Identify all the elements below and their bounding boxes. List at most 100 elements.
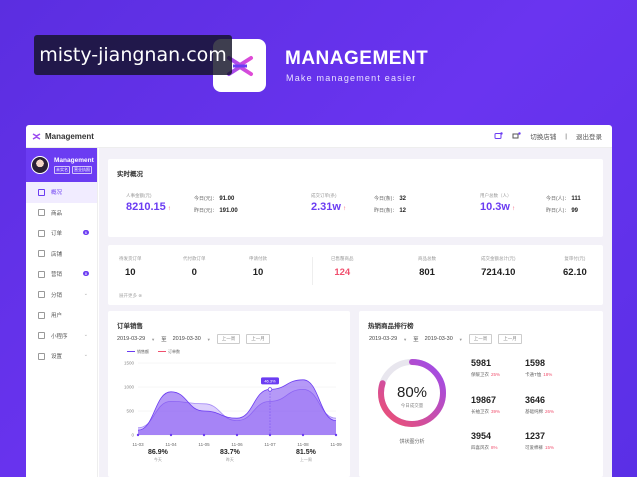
stat-review[interactable]: 复审付(元) 62.10	[563, 256, 587, 278]
stat-pending-payment[interactable]: 代付款订单 0	[183, 256, 206, 278]
store-icon	[38, 250, 45, 258]
watermark: misty-jiangnan.com	[34, 35, 232, 75]
yesterday-value: 191.00	[219, 208, 238, 214]
sidebar-item-label: 商品	[51, 210, 63, 217]
hover-point[interactable]	[267, 387, 273, 392]
prev-week-button[interactable]: 上一周	[468, 334, 493, 344]
date-to-separator: 至	[161, 337, 167, 343]
donut-chart: 80% 今日成交量 饼状图分析	[378, 359, 446, 445]
realtime-amount-value: 8210.15	[126, 201, 166, 213]
realtime-orders-value: 2.31w	[311, 201, 341, 213]
x-point	[169, 433, 173, 437]
legend-item: 订单数	[158, 349, 180, 355]
realtime-users-side: 今日(人)： 111 昨日(人)： 99	[546, 196, 581, 214]
date-to-picker[interactable]: 2019-03-30	[172, 336, 201, 342]
sidebar-item-settings[interactable]: 设置 ⌄	[26, 346, 97, 367]
chevron-down-icon: ⌄	[83, 331, 88, 338]
sidebar-item-orders[interactable]: 订单 6	[26, 223, 97, 244]
notification-icon[interactable]	[512, 132, 521, 140]
app-logo-icon	[32, 132, 41, 140]
stat-payment-request[interactable]: 申请付款 10	[249, 256, 267, 278]
prev-week-button[interactable]: 上一周	[216, 334, 241, 344]
x-point	[268, 433, 272, 437]
ranking-item: 3954 四喜风衣 8%	[471, 431, 498, 450]
realtime-amount-side: 今日(元)： 91.00 昨日(元)： 191.00	[194, 196, 238, 214]
x-tick-label: 11-09	[330, 442, 342, 447]
x-tick-label: 11-03	[132, 442, 144, 447]
sidebar-item-miniprogram[interactable]: 小程序 ⌄	[26, 326, 97, 347]
date-to-picker[interactable]: 2019-03-30	[424, 336, 453, 342]
goods-icon	[38, 209, 45, 217]
stat-sold-out[interactable]: 已售罄商品 124	[331, 256, 354, 278]
today-value: 91.00	[219, 196, 235, 202]
chart-tooltip-text: 46.3%	[264, 378, 276, 383]
topbar-app: Management	[32, 132, 94, 141]
chevron-down-icon: ▼	[458, 336, 463, 342]
realtime-users: 用户总数（人） 10.3w ↑	[480, 193, 515, 213]
realtime-users-value: 10.3w	[480, 201, 510, 213]
donut-caption: 饼状图分析	[399, 438, 424, 445]
sidebar-item-label: 小程序	[51, 333, 68, 340]
sidebar-item-label: 用户	[51, 313, 63, 320]
sidebar-item-marketing[interactable]: 营销 8	[26, 264, 97, 285]
overview-icon	[38, 188, 45, 196]
stat-pending-shipment[interactable]: 待发货订单 10	[119, 256, 142, 278]
orders-icon	[38, 229, 45, 237]
sidebar-item-label: 营销	[51, 272, 63, 279]
brand-subtitle: Make management easier	[286, 73, 417, 83]
stat-total-amount[interactable]: 成交金额总计(元) 7214.10	[481, 256, 516, 278]
profile-tag: 营业执照	[72, 165, 92, 174]
bottom-stat-last-week: 81.5% 上一周	[296, 449, 316, 462]
message-icon[interactable]	[494, 132, 503, 140]
next-month-button[interactable]: 上一月	[498, 334, 522, 344]
donut-label: 今日成交量	[401, 402, 424, 409]
chart-tooltip	[261, 377, 279, 385]
sidebar-item-overview[interactable]: 概况	[26, 182, 97, 203]
users-icon	[38, 311, 45, 319]
sales-date-range: 2019-03-29 ▼ 至 2019-03-30 ▼ 上一周 上一月	[117, 334, 270, 344]
topbar-actions: 切换店铺 | 退出登录	[494, 131, 602, 141]
sidebar-item-goods[interactable]: 商品	[26, 203, 97, 224]
sidebar-item-distribution[interactable]: 分销 ⌄	[26, 285, 97, 306]
dashboard-window: Management 切换店铺 | 退出登录 Management 未实名 营业…	[26, 125, 612, 477]
miniprogram-icon	[38, 332, 45, 340]
date-to-separator: 至	[413, 337, 419, 343]
trend-up-icon: ↑	[342, 206, 346, 212]
chart-legend: 销售额 订单数	[127, 349, 180, 355]
donut-value: 80%	[397, 384, 427, 401]
sales-chart: 0 500 1000 1500 11-03 11-04 11-05 11-06 11-07 11-…	[124, 361, 342, 448]
see-more-link[interactable]: 展开更多 ⊗	[119, 293, 143, 298]
sidebar-item-label: 分销	[51, 292, 63, 299]
sales-title: 订单销售	[117, 323, 143, 330]
logout-link[interactable]: 退出登录	[576, 134, 602, 141]
orders-badge: 6	[82, 230, 89, 235]
marketing-badge: 8	[82, 271, 89, 276]
x-tick-label: 11-06	[231, 442, 243, 447]
avatar[interactable]	[31, 156, 49, 174]
x-tick-label: 11-04	[165, 442, 177, 447]
date-from-picker[interactable]: 2019-03-29	[117, 336, 146, 342]
next-month-button[interactable]: 上一月	[246, 334, 270, 344]
x-tick-label: 11-08	[297, 442, 309, 447]
y-tick-label: 0	[131, 433, 134, 438]
distribution-icon	[38, 291, 45, 299]
yesterday-value: 99	[571, 208, 579, 214]
y-tick-label: 500	[126, 409, 134, 414]
realtime-title: 实时概况	[117, 171, 143, 178]
sidebar-item-store[interactable]: 店铺	[26, 244, 97, 265]
x-point	[235, 433, 239, 437]
sidebar-item-label: 概况	[51, 190, 63, 197]
chevron-down-icon: ⌄	[83, 352, 88, 358]
stat-total-goods[interactable]: 商品总数 801	[418, 256, 436, 278]
realtime-orders: 成交订单(条) 2.31w ↑	[311, 193, 346, 213]
date-from-picker[interactable]: 2019-03-29	[369, 336, 398, 342]
sales-card: 订单销售 2019-03-29 ▼ 至 2019-03-30 ▼ 上一周 上一月 销…	[108, 311, 350, 477]
sidebar-item-users[interactable]: 用户	[26, 305, 97, 326]
switch-store-link[interactable]: 切换店铺	[530, 134, 557, 141]
x-tick-label: 11-07	[264, 442, 276, 447]
y-tick-label: 1500	[124, 361, 135, 366]
x-point	[136, 433, 140, 437]
x-tick-label: 11-05	[198, 442, 210, 447]
settings-icon	[38, 352, 45, 360]
marketing-icon	[38, 270, 45, 278]
